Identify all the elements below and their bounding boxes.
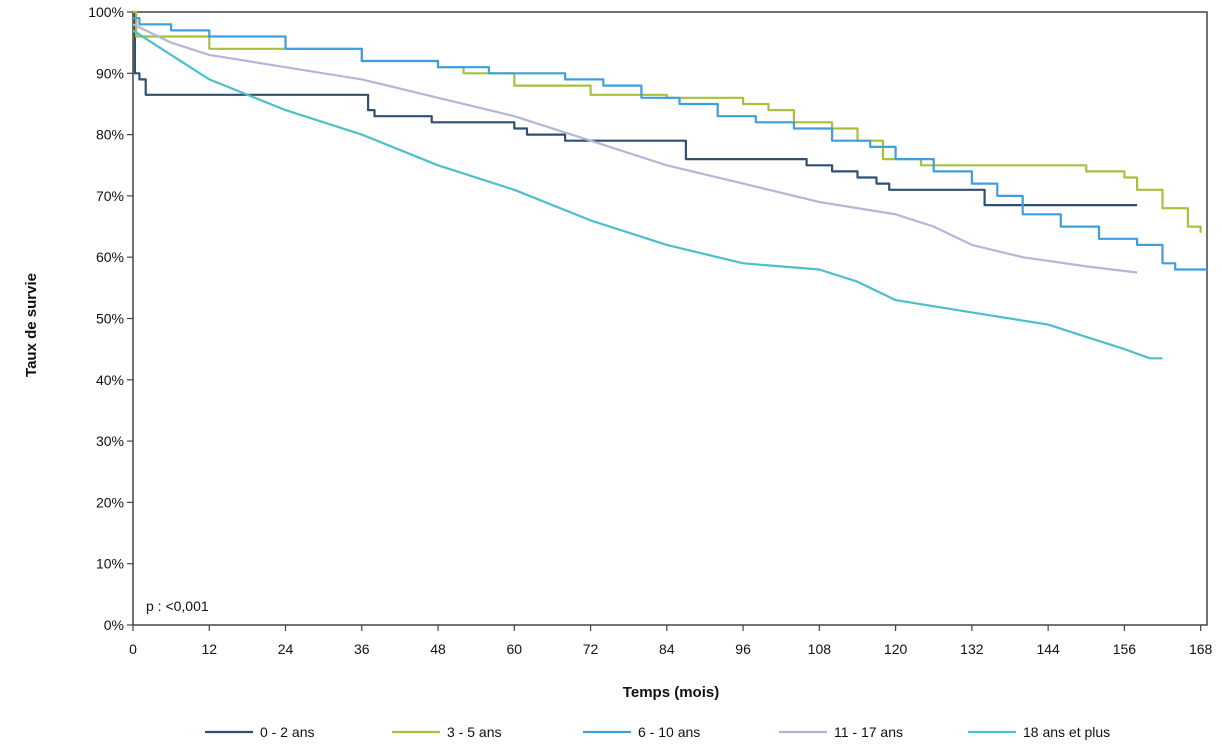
y-axis-ticks: 0% 10% 20% 30% 40% 50% 60% 70% 80% 90% 100%: [88, 4, 133, 633]
x-axis-ticks: 0 12 24 36 48 60 72 84 96 108 120 132 144 156 168: [129, 625, 1213, 657]
x-tick-label: 120: [884, 641, 908, 657]
x-tick-label: 24: [278, 641, 294, 657]
y-tick-label: 60%: [96, 249, 124, 265]
y-tick-label: 0%: [104, 617, 124, 633]
legend-label: 0 - 2 ans: [260, 724, 314, 740]
y-axis-title: Taux de survie: [23, 273, 40, 377]
y-tick-label: 20%: [96, 494, 124, 510]
plot-area: [132, 11, 1208, 626]
x-tick-label: 12: [201, 641, 217, 657]
x-axis-title: Temps (mois): [623, 684, 719, 701]
x-tick-label: 84: [659, 641, 675, 657]
series-line-3: [133, 17, 1207, 271]
plot-frame: [132, 11, 1208, 626]
legend-label: 6 - 10 ans: [638, 724, 700, 740]
x-tick-label: 132: [960, 641, 984, 657]
x-tick-label: 156: [1113, 641, 1137, 657]
series-line-5: [132, 29, 1163, 360]
y-tick-label: 10%: [96, 556, 124, 572]
series-line-4: [132, 23, 1138, 274]
legend-label: 11 - 17 ans: [834, 724, 903, 740]
legend: 0 - 2 ans 3 - 5 ans 6 - 10 ans 11 - 17 ans 1…: [205, 724, 1110, 740]
x-tick-label: 168: [1189, 641, 1213, 657]
y-tick-label: 90%: [96, 65, 124, 81]
x-tick-label: 36: [354, 641, 370, 657]
y-tick-label: 70%: [96, 188, 124, 204]
legend-label: 3 - 5 ans: [447, 724, 501, 740]
x-tick-label: 48: [430, 641, 446, 657]
y-tick-label: 80%: [96, 127, 124, 143]
series-layer: [132, 10, 1207, 360]
x-tick-label: 144: [1036, 641, 1060, 657]
series-line-1: [133, 10, 1138, 207]
x-tick-label: 60: [507, 641, 523, 657]
p-value-annotation: p : <0,001: [146, 598, 209, 614]
series-line-2: [133, 10, 1202, 233]
x-tick-label: 0: [129, 641, 137, 657]
x-tick-label: 108: [808, 641, 832, 657]
y-tick-label: 30%: [96, 433, 124, 449]
y-tick-label: 50%: [96, 311, 124, 327]
y-tick-label: 100%: [88, 4, 124, 20]
x-tick-label: 96: [735, 641, 751, 657]
x-tick-label: 72: [583, 641, 599, 657]
y-tick-label: 40%: [96, 372, 124, 388]
legend-label: 18 ans et plus: [1023, 724, 1110, 740]
